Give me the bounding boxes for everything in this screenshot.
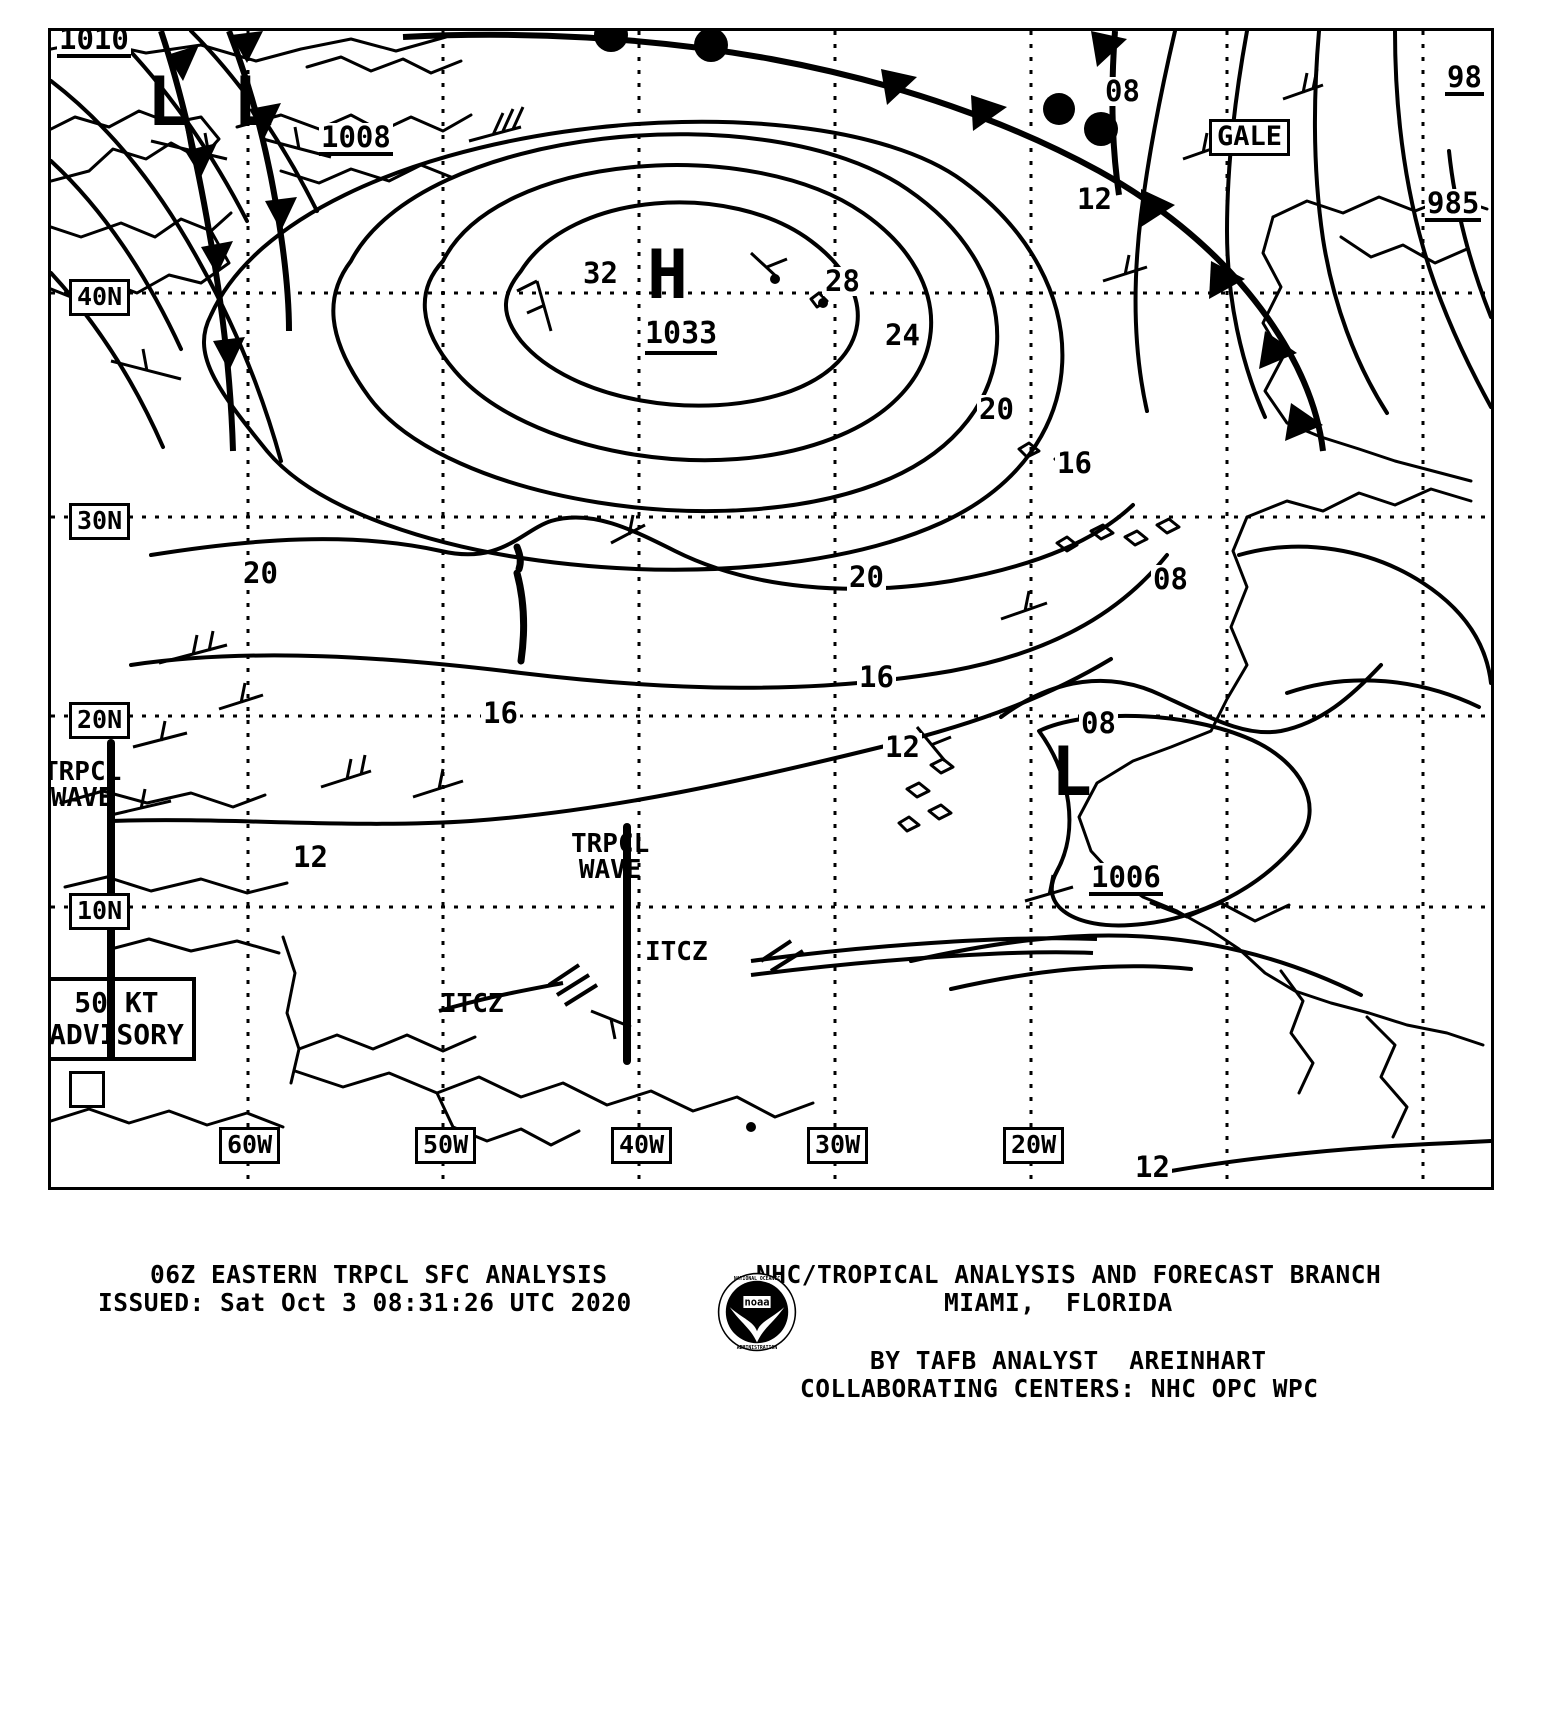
lon-label-30w: 30W [807,1127,869,1164]
isobar-16-mid: 16 [857,660,896,694]
station-dots [746,274,828,1132]
cold-front-northwest-2 [226,31,292,332]
lon-label-40w: 40W [611,1127,673,1164]
cold-front-northwest-2-barbs [231,31,297,231]
isobar-28: 28 [823,264,862,298]
isobar-32: 32 [581,256,620,290]
map-graphics [51,31,1491,1187]
lon-label-corner-chip [69,1071,105,1108]
lat-label-30n: 30N [69,503,131,540]
low-center-northwest-2: L [233,63,274,142]
wind-barbs [110,68,1324,1040]
isobar-20-mid: 20 [847,560,886,594]
stationary-front-warm-bumps [594,31,1118,146]
footer: 06Z EASTERN TRPCL SFC ANALYSIS ISSUED: S… [0,1230,1542,1410]
isobar-1010: 1010 [57,31,131,58]
tropical-wave-west-label: TRPCL WAVE [48,757,122,813]
lon-label-60w: 60W [219,1127,281,1164]
svg-text:ADMINISTRATION: ADMINISTRATION [737,1345,778,1351]
isobar-16-east: 16 [1055,446,1094,480]
svg-text:NATIONAL OCEANIC: NATIONAL OCEANIC [734,1276,780,1282]
collaborating-centers-line: COLLABORATING CENTERS: NHC OPC WPC [800,1374,1319,1403]
product-issued: ISSUED: Sat Oct 3 08:31:26 UTC 2020 [98,1288,632,1317]
lat-label-10n: 10N [69,893,131,930]
agency-line-1: NHC/TROPICAL ANALYSIS AND FORECAST BRANC… [756,1260,1382,1289]
isobar-998-edge: 98 [1445,60,1484,96]
isobar-20-west: 20 [241,556,280,590]
itcz-west-label: ITCZ [441,989,504,1019]
isobar-985-edge: 985 [1425,186,1482,222]
high-center-pressure-1033: 1033 [645,319,718,355]
isobar-16-west: 16 [481,696,520,730]
isobar-12-central: 12 [883,730,922,764]
isobar-08-ne: 08 [1103,74,1142,108]
itcz-hatch-marks [547,939,805,1007]
noaa-logo: noaa NATIONAL OCEANIC ADMINISTRATION [717,1272,797,1352]
lat-label-40n: 40N [69,279,131,316]
cold-front-northwest [158,31,236,452]
isobar-08-africa-north: 08 [1151,562,1190,596]
tropical-wave-central-label: TRPCL WAVE [571,829,650,885]
isobar-12-southeast: 12 [1133,1150,1172,1184]
agency-line-2: MIAMI, FLORIDA [944,1288,1173,1317]
itcz-east-label: ITCZ [645,937,708,967]
stationary-front-cold-barbs [881,31,1323,441]
high-center-atlantic: H [647,236,688,315]
gale-warning-box: GALE [1209,119,1291,156]
map-frame: 40N 30N 20N 10N 60W 50W 40W 30W 20W L L … [48,28,1494,1190]
isobar-08-africa-low: 08 [1079,706,1118,740]
isobar-1008: 1008 [319,120,393,156]
isobar-1006-low: 1006 [1089,860,1163,896]
lon-label-20w: 20W [1003,1127,1065,1164]
stationary-front-north-atlantic [402,31,1326,452]
isobar-contours [51,31,1491,1173]
isobar-12-ne: 12 [1075,182,1114,216]
lat-label-20n: 20N [69,702,131,739]
itcz-line [438,936,1098,1013]
isobar-24: 24 [883,318,922,352]
isobar-20-east: 20 [977,392,1016,426]
low-center-northwest-1: L [147,63,188,142]
isobar-12-west: 12 [291,840,330,874]
analyst-line: BY TAFB ANALYST AREINHART [870,1346,1267,1375]
fifty-kt-advisory-box: 50 KT ADVISORY [51,977,196,1061]
product-title: 06Z EASTERN TRPCL SFC ANALYSIS [150,1260,608,1289]
lon-label-50w: 50W [415,1127,477,1164]
noaa-logo-text: noaa [744,1297,769,1309]
cold-front-iberia [1109,31,1122,196]
low-center-africa: L [1051,733,1092,812]
